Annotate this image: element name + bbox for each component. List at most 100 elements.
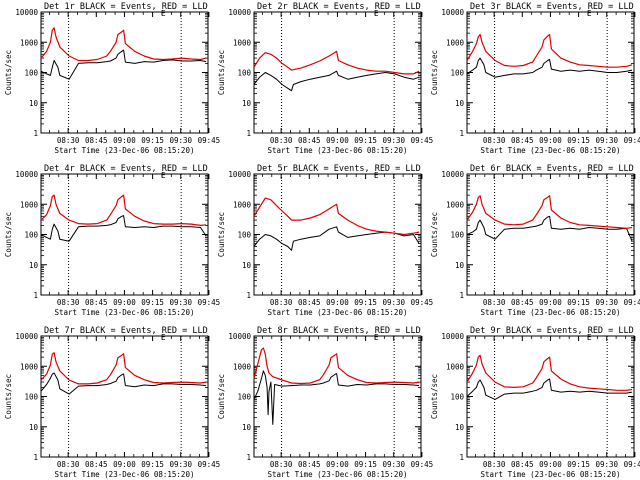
y-axis-label: Counts/sec: [217, 212, 226, 257]
y-tick-label: 100: [237, 69, 251, 78]
x-tick-label: 08:30: [270, 298, 293, 307]
corner-mark: E: [587, 171, 592, 180]
y-tick-label: 1000: [20, 362, 39, 371]
events-series-line: [253, 370, 420, 425]
y-tick-label: 1: [459, 129, 464, 138]
x-tick-label: 09:15: [567, 136, 590, 145]
x-tick-label: 09:30: [595, 460, 618, 469]
x-tick-label: 09:00: [113, 460, 136, 469]
plot-frame: [40, 173, 209, 296]
y-tick-label: 100: [24, 231, 38, 240]
lld-series-line: [466, 195, 633, 229]
x-tick-label: 09:30: [595, 298, 618, 307]
events-series-line: [40, 372, 207, 395]
x-tick-label: 09:45: [198, 298, 221, 307]
x-tick-label: 08:45: [85, 460, 108, 469]
x-axis-label: Start Time (23-Dec-06 08:15:20): [268, 308, 408, 317]
x-tick-label: 09:00: [539, 460, 562, 469]
chart-title: Det 6r BLACK = Events, RED = LLD: [470, 164, 634, 174]
y-tick-label: 10000: [228, 332, 251, 341]
x-tick-label: 08:30: [270, 460, 293, 469]
y-axis-label: Counts/sec: [4, 50, 13, 95]
y-tick-label: 10: [29, 99, 39, 108]
y-tick-label: 10000: [15, 332, 38, 341]
x-tick-label: 09:00: [113, 136, 136, 145]
y-tick-label: 100: [450, 231, 464, 240]
corner-mark: E: [161, 333, 166, 342]
chart-title: Det 4r BLACK = Events, RED = LLD: [44, 164, 208, 174]
x-tick-label: 09:15: [567, 298, 590, 307]
y-tick-label: 1000: [20, 38, 39, 47]
y-tick-label: 1: [459, 291, 464, 300]
y-axis-label: Counts/sec: [430, 374, 439, 419]
y-tick-label: 1: [246, 129, 251, 138]
x-tick-label: 09:00: [326, 298, 349, 307]
x-axis-label: Start Time (23-Dec-06 08:15:20): [268, 470, 408, 479]
y-tick-label: 1: [33, 129, 38, 138]
x-tick-label: 09:00: [539, 298, 562, 307]
y-tick-label: 1: [246, 453, 251, 462]
plot-frame: [40, 335, 209, 458]
x-axis-label: Start Time (23-Dec-06 08:15:20): [55, 308, 195, 317]
events-series-line: [40, 49, 207, 80]
y-tick-label: 10: [455, 261, 465, 270]
lld-series-line: [253, 347, 420, 385]
x-tick-label: 09:45: [411, 136, 434, 145]
x-tick-label: 08:45: [511, 298, 534, 307]
x-tick-label: 08:45: [298, 460, 321, 469]
y-tick-label: 1000: [446, 200, 465, 209]
y-tick-label: 1: [33, 453, 38, 462]
x-tick-label: 08:30: [483, 460, 506, 469]
y-axis-label: Counts/sec: [4, 212, 13, 257]
y-tick-label: 10000: [441, 332, 464, 341]
y-tick-label: 1: [459, 453, 464, 462]
x-tick-label: 08:30: [483, 298, 506, 307]
x-tick-label: 09:00: [326, 136, 349, 145]
x-tick-label: 09:30: [169, 298, 192, 307]
y-tick-label: 1000: [446, 38, 465, 47]
x-tick-label: 08:30: [57, 298, 80, 307]
x-tick-label: 08:30: [270, 136, 293, 145]
x-tick-label: 09:45: [198, 136, 221, 145]
y-axis-label: Counts/sec: [430, 212, 439, 257]
y-tick-label: 100: [237, 231, 251, 240]
x-tick-label: 08:45: [298, 136, 321, 145]
x-tick-label: 09:45: [624, 298, 640, 307]
corner-mark: E: [374, 9, 379, 18]
chart-title: Det 9r BLACK = Events, RED = LLD: [470, 326, 634, 336]
events-series-line: [466, 378, 633, 400]
events-series-line: [253, 70, 420, 92]
x-tick-label: 09:30: [382, 136, 405, 145]
corner-mark: E: [374, 333, 379, 342]
lld-series-line: [40, 194, 207, 226]
y-tick-label: 1000: [233, 200, 252, 209]
plot-frame: [253, 335, 422, 458]
plot-frame: [40, 11, 209, 134]
y-tick-label: 10: [242, 423, 252, 432]
x-tick-label: 09:30: [595, 136, 618, 145]
corner-mark: E: [587, 9, 592, 18]
y-tick-label: 10: [29, 423, 39, 432]
x-tick-label: 09:30: [169, 460, 192, 469]
x-tick-label: 09:30: [169, 136, 192, 145]
x-tick-label: 09:00: [539, 136, 562, 145]
y-tick-label: 10000: [228, 8, 251, 17]
plot-frame: [253, 173, 422, 296]
y-tick-label: 100: [450, 69, 464, 78]
y-tick-label: 10: [242, 261, 252, 270]
chart-title: Det 8r BLACK = Events, RED = LLD: [257, 326, 421, 336]
events-series-line: [466, 215, 633, 242]
x-tick-label: 08:30: [483, 136, 506, 145]
x-axis-label: Start Time (23-Dec-06 08:15:20): [481, 308, 621, 317]
x-tick-label: 08:45: [511, 460, 534, 469]
y-tick-label: 10000: [15, 170, 38, 179]
x-tick-label: 09:15: [141, 136, 164, 145]
y-tick-label: 100: [237, 393, 251, 402]
lld-series-line: [466, 33, 633, 68]
y-axis-label: Counts/sec: [430, 50, 439, 95]
